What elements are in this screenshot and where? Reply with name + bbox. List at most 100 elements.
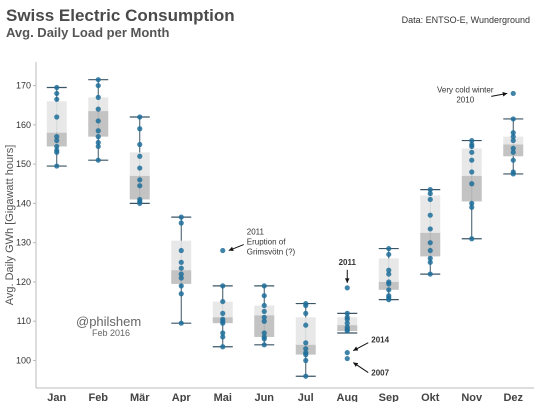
data-point — [261, 336, 267, 342]
data-point — [427, 187, 433, 193]
data-point — [54, 96, 60, 102]
data-point — [178, 259, 184, 265]
data-point — [95, 118, 101, 124]
box-lower — [254, 315, 275, 337]
data-point — [386, 271, 392, 277]
data-point — [137, 153, 143, 159]
data-point — [344, 320, 350, 326]
y-tick-label: 150 — [16, 159, 31, 169]
data-point — [303, 340, 309, 346]
data-point — [510, 171, 516, 177]
data-point — [95, 139, 101, 146]
data-point — [344, 316, 350, 322]
data-point — [95, 82, 101, 89]
data-point — [54, 137, 60, 144]
box-upper — [212, 301, 233, 318]
data-point — [344, 350, 350, 356]
data-point — [510, 137, 516, 144]
data-point — [510, 145, 516, 152]
box-lower — [461, 175, 482, 202]
data-point — [137, 141, 143, 148]
box-upper — [295, 317, 316, 345]
data-point — [220, 334, 226, 340]
data-point — [344, 285, 350, 291]
x-tick-label: Mär — [130, 392, 150, 402]
data-point — [220, 310, 226, 316]
x-tick-label: Nov — [461, 392, 483, 402]
box-upper — [171, 240, 192, 271]
data-point — [427, 259, 433, 265]
data-point — [469, 200, 475, 206]
data-point — [469, 149, 475, 155]
data-point — [510, 116, 516, 122]
data-point — [178, 271, 184, 277]
chart-subtitle: Avg. Daily Load per Month — [6, 25, 170, 40]
data-point — [427, 196, 433, 203]
data-point — [95, 77, 101, 83]
data-point — [178, 275, 184, 281]
data-point — [303, 302, 309, 309]
annotation-text: 2011 — [247, 228, 265, 237]
data-point — [178, 283, 184, 289]
data-point — [54, 143, 60, 150]
y-tick-label: 140 — [16, 198, 31, 208]
data-point — [95, 94, 101, 100]
data-point — [261, 318, 267, 324]
data-point — [220, 320, 226, 326]
x-tick-label: Jun — [254, 392, 274, 402]
data-point — [469, 169, 475, 175]
y-tick-label: 110 — [17, 316, 31, 326]
y-tick-label: 100 — [16, 356, 31, 366]
data-point — [178, 320, 184, 326]
data-point — [303, 373, 309, 379]
x-tick-label: Jan — [47, 392, 66, 402]
box-upper — [88, 97, 109, 112]
annotation-arrowhead — [228, 246, 234, 251]
annotation-text: 2007 — [371, 369, 389, 378]
chart-title: Swiss Electric Consumption — [6, 6, 235, 25]
data-point — [510, 149, 516, 155]
data-point — [344, 328, 350, 334]
data-point — [220, 298, 226, 305]
data-point — [95, 143, 101, 150]
data-point — [137, 177, 143, 183]
data-point — [510, 157, 516, 163]
data-point — [469, 236, 475, 242]
data-point — [178, 291, 184, 297]
data-point — [386, 281, 392, 287]
data-point — [95, 134, 101, 140]
x-tick-label: Okt — [421, 392, 440, 402]
data-point — [469, 204, 475, 210]
data-point — [469, 143, 475, 150]
data-point — [178, 220, 184, 226]
annotation-arrowhead — [353, 362, 359, 367]
x-tick-label: Mai — [214, 392, 232, 402]
data-point — [178, 247, 184, 254]
data-point — [344, 355, 350, 362]
watermark-date: Feb 2016 — [92, 328, 131, 338]
data-point — [137, 126, 143, 132]
data-point — [137, 200, 143, 206]
data-point — [220, 283, 226, 289]
y-tick-label: 130 — [16, 238, 31, 248]
data-point — [510, 134, 516, 140]
data-point — [303, 310, 309, 316]
data-point — [54, 134, 60, 140]
box-lower — [88, 111, 109, 137]
annotation-text: 2010 — [456, 95, 474, 104]
x-tick-label: Aug — [337, 392, 358, 402]
data-point — [303, 346, 309, 352]
y-tick-label: 120 — [16, 277, 31, 287]
data-point — [261, 330, 267, 336]
data-point — [137, 114, 143, 120]
data-point — [386, 287, 392, 293]
data-point — [427, 255, 433, 261]
annotation-arrowhead — [353, 346, 359, 351]
data-point — [510, 130, 516, 136]
x-tick-label: Sep — [379, 392, 399, 402]
annotation-text: 2014 — [371, 336, 389, 345]
y-tick-label: 160 — [16, 120, 31, 130]
data-point — [137, 165, 143, 171]
data-point — [386, 251, 392, 258]
